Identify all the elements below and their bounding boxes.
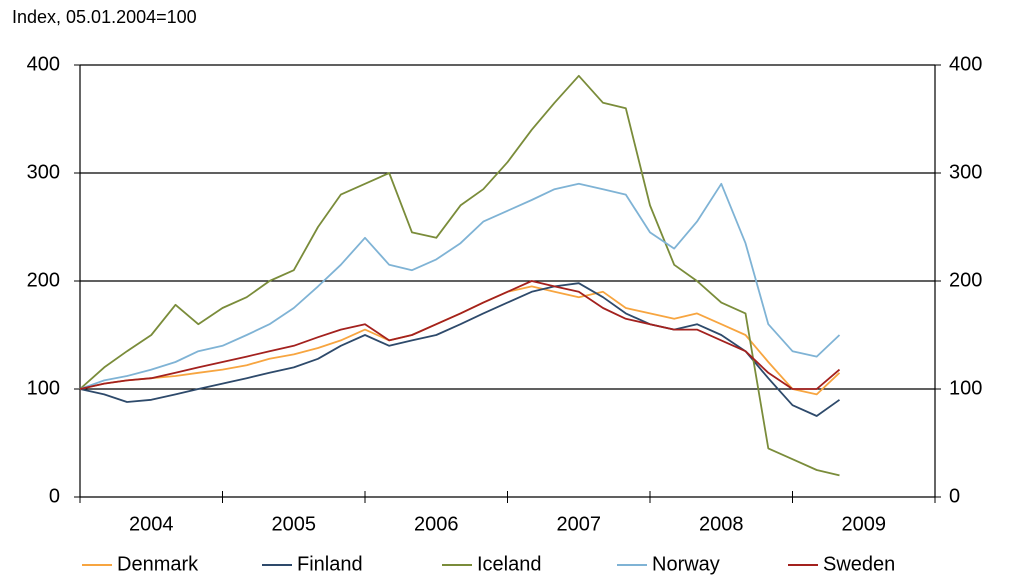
legend-label: Norway: [652, 553, 720, 575]
x-tick-label: 2004: [129, 513, 174, 535]
y-tick-label: 400: [27, 53, 60, 75]
series-line: [79, 74, 840, 477]
y2-tick-label: 400: [949, 53, 982, 75]
y-tick-label: 0: [49, 485, 60, 507]
legend-label: Iceland: [477, 553, 542, 575]
y2-tick-label: 0: [949, 485, 960, 507]
legend-label: Denmark: [117, 553, 199, 575]
legend-label: Sweden: [823, 553, 895, 575]
series-line: [79, 280, 841, 390]
y2-tick-label: 200: [949, 269, 982, 291]
chart-title: Index, 05.01.2004=100: [12, 7, 197, 27]
x-tick-label: 2008: [699, 513, 744, 535]
x-tick-label: 2009: [842, 513, 887, 535]
legend-label: Finland: [297, 553, 363, 575]
y2-tick-label: 100: [949, 377, 982, 399]
x-tick-label: 2006: [414, 513, 459, 535]
series-line: [79, 182, 841, 390]
series-line: [79, 285, 841, 396]
y2-tick-label: 300: [949, 161, 982, 183]
series-line: [79, 282, 841, 417]
x-tick-label: 2005: [272, 513, 317, 535]
x-tick-label: 2007: [557, 513, 602, 535]
y-tick-label: 200: [27, 269, 60, 291]
y-tick-label: 300: [27, 161, 60, 183]
y-tick-label: 100: [27, 377, 60, 399]
